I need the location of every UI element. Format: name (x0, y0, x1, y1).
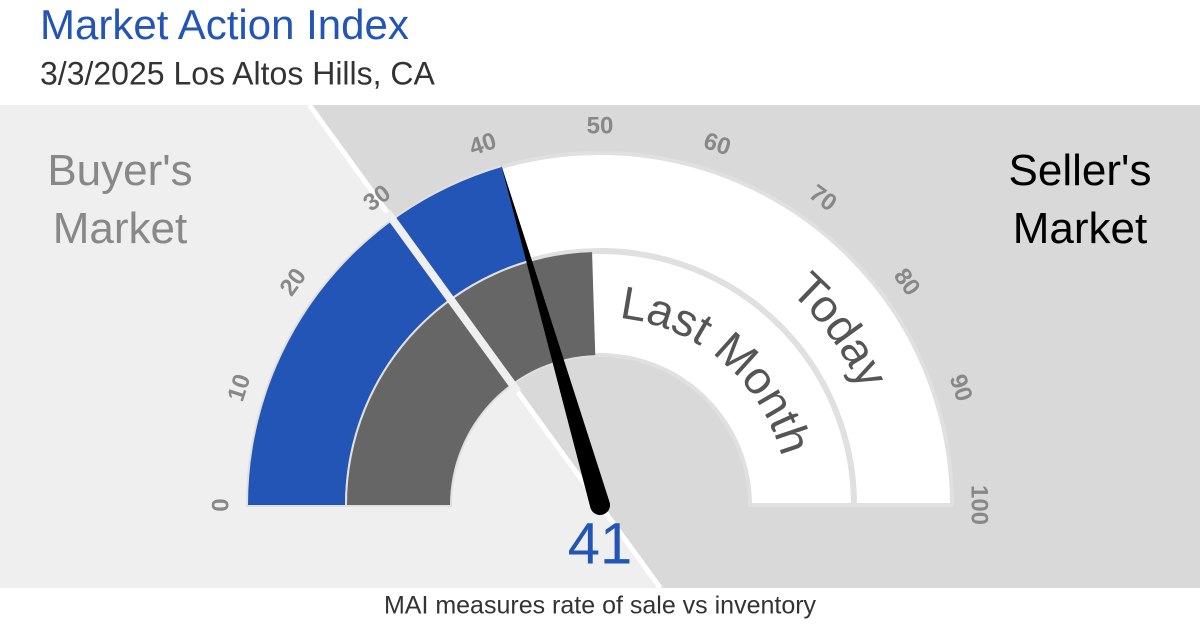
chart-title: Market Action Index (40, 1, 409, 48)
value-label: 41 (568, 511, 633, 576)
sellers-label: Seller's Market (1008, 146, 1152, 253)
threshold-gap (383, 209, 521, 395)
needle (500, 164, 610, 515)
tick-label: 0 (207, 498, 234, 511)
tick-label: 50 (587, 112, 614, 139)
footnote: MAI measures rate of sale vs inventory (384, 592, 817, 620)
gauge-fill (347, 252, 596, 505)
gauge-fill (248, 166, 529, 505)
chart-subtitle: 3/3/2025 Los Altos Hills, CA (40, 55, 436, 91)
tick-label: 100 (966, 485, 993, 525)
buyers-label: Buyer's Market (47, 146, 193, 253)
